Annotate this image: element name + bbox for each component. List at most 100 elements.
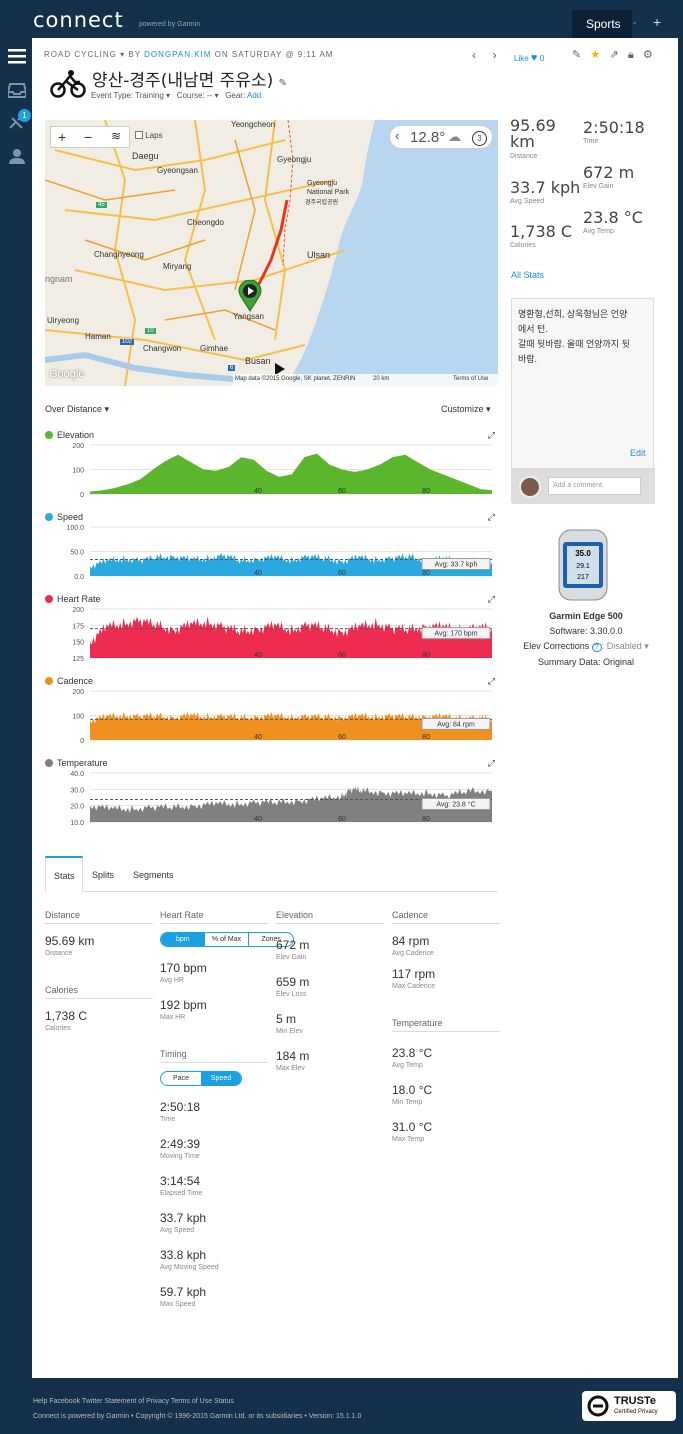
comment-input[interactable]: Add a comment.: [548, 477, 641, 495]
add-button[interactable]: +: [653, 14, 662, 30]
chart-plot[interactable]: 200 175 150 125 40 60 80 Avg: 170 bpm: [40, 606, 495, 670]
map-label: Gyeongju: [277, 155, 312, 164]
tab-splits[interactable]: Splits: [92, 870, 115, 880]
truste-badge[interactable]: TRUSTe Certified Privacy: [582, 1391, 676, 1421]
summary-temp-value: 23.8 °C: [583, 208, 643, 227]
main-panel: ROAD CYCLING ▾ BY DONGPAN.KIM ON SATURDA…: [32, 38, 678, 1378]
course-select[interactable]: Course: -- ▾: [176, 91, 219, 100]
connect-logo[interactable]: connect: [33, 8, 124, 32]
elev-corrections-select[interactable]: : Disabled ▾: [601, 641, 649, 651]
stat-label: Time: [160, 1116, 176, 1123]
expand-chart-icon[interactable]: ⤢: [487, 758, 495, 768]
y-tick-label: 100: [72, 468, 84, 475]
all-stats-link[interactable]: All Stats: [511, 270, 545, 280]
weather-widget[interactable]: ‹ 12.8° ☁ 3: [389, 125, 493, 149]
summary-distance-label: Distance: [510, 153, 538, 160]
customize-select[interactable]: Customize ▾: [441, 404, 491, 414]
profile-icon[interactable]: [8, 148, 26, 164]
speed-option[interactable]: Speed: [201, 1072, 241, 1085]
footer-links[interactable]: Help Facebook Twitter Statement of Priva…: [33, 1398, 234, 1405]
event-type-select[interactable]: Event Type: Training ▾: [91, 91, 171, 100]
stat-value: 33.7 kph: [160, 1211, 207, 1225]
sports-dropdown-toggle[interactable]: -: [633, 18, 637, 29]
weather-cloud-icon: ☁: [448, 129, 461, 144]
zoom-in-icon[interactable]: +: [58, 129, 67, 145]
play-icon[interactable]: [272, 362, 286, 376]
route-map[interactable]: + − ≋ Laps ‹ 12.8° ☁ 3 Yeongcheon Daegu …: [45, 120, 498, 386]
x-tick-label: 80: [422, 488, 430, 495]
settings-gear-icon[interactable]: ⚙: [642, 49, 653, 61]
laps-toggle[interactable]: Laps: [135, 131, 163, 140]
map-label: Yeongcheon: [231, 120, 276, 129]
chart-plot[interactable]: 100.0 50.0 0.0 40 60 80 Avg: 33.7 kph: [40, 524, 495, 588]
favorite-star-icon[interactable]: ★: [590, 49, 601, 61]
hr-percent-option[interactable]: % of Max: [205, 933, 250, 946]
stat-label: Max Speed: [160, 1301, 196, 1308]
help-icon[interactable]: ?: [591, 643, 602, 652]
expand-chart-icon[interactable]: ⤢: [487, 676, 495, 686]
road-shield: 102: [120, 339, 135, 345]
stat-value: 18.0 °C: [392, 1083, 433, 1097]
hr-zones-option[interactable]: Zones: [261, 936, 281, 943]
stat-value: 192 bpm: [160, 998, 207, 1012]
chart-title: Speed: [45, 512, 83, 522]
map-terms-link[interactable]: Terms of Use: [453, 376, 489, 382]
stats-col-distance: Distance 95.69 km Distance Calories 1,73…: [45, 910, 153, 1032]
edit-icon[interactable]: ✎: [572, 49, 582, 61]
privacy-lock-icon[interactable]: 🔒︎: [627, 49, 634, 61]
stat-value: 672 m: [276, 938, 310, 952]
zoom-out-icon[interactable]: −: [84, 129, 93, 145]
tab-stats[interactable]: Stats: [45, 856, 83, 893]
edit-pencil-icon[interactable]: ✎: [278, 78, 287, 89]
map-attribution: Map data ©2015 Google, SK planet, ZENRIN…: [233, 374, 498, 386]
activity-tools: ✎ ★ ⇗ 🔒︎ ⚙: [572, 48, 653, 62]
summary-temp-label: Avg Temp: [583, 228, 614, 235]
top-bar: connect powered by Garmin Sports - +: [0, 0, 683, 38]
inbox-icon[interactable]: [8, 82, 26, 98]
next-activity-icon[interactable]: ›: [492, 48, 497, 62]
expand-chart-icon[interactable]: ⤢: [487, 594, 495, 604]
layers-icon[interactable]: ≋: [111, 129, 122, 143]
start-marker-icon[interactable]: [238, 280, 262, 312]
map-label: Cheongdo: [187, 218, 224, 227]
temperature-heading: Temperature: [392, 1018, 500, 1032]
stat-value: 23.8 °C: [392, 1046, 433, 1060]
stat-value: 1,738 C: [45, 1009, 88, 1023]
device-screen-text: 29.1: [576, 563, 590, 570]
truste-sub: Certified Privacy: [614, 1409, 658, 1415]
chart-plot[interactable]: 200 100 0 40 60 80: [40, 442, 495, 506]
laps-checkbox[interactable]: [135, 131, 143, 139]
summary-speed-value: 33.7 kph: [510, 178, 581, 197]
hr-bpm-option[interactable]: bpm: [161, 933, 205, 946]
map-label: Haman: [85, 332, 111, 341]
share-icon[interactable]: ⇗: [609, 49, 619, 61]
series-area: [90, 553, 492, 576]
stats-col-cadence: Cadence 84 rpm Avg Cadence 117 rpm Max Cade…: [392, 910, 500, 1143]
x-tick-label: 80: [422, 570, 430, 577]
collapse-chevron-icon[interactable]: ‹: [395, 128, 400, 143]
like-button[interactable]: Like ♥ 0: [514, 52, 545, 64]
map-label: 경주국립공원: [305, 200, 339, 206]
average-label: Avg: 170 bpm: [434, 631, 477, 638]
pace-option[interactable]: Pace: [173, 1075, 189, 1082]
activity-type[interactable]: ROAD CYCLING: [44, 50, 117, 59]
stats-tabs: Stats Splits Segments: [45, 856, 498, 893]
y-tick-label: 20.0: [70, 804, 84, 811]
sports-menu-button[interactable]: Sports: [572, 10, 632, 38]
expand-chart-icon[interactable]: ⤢: [487, 512, 495, 522]
hr-unit-toggle: bpm % of Max Zones: [160, 932, 294, 947]
activity-title[interactable]: 양산-경주(내남면 주유소) ✎: [92, 71, 287, 91]
summary-elev-label: Elev Gain: [583, 183, 614, 190]
chart-plot[interactable]: 40.0 30.0 20.0 10.0 40 60 80 Avg: 23.8 °C: [40, 770, 495, 834]
chart-plot[interactable]: 200 100 0 40 60 80 Avg: 84 rpm: [40, 688, 495, 752]
tab-segments[interactable]: Segments: [133, 870, 174, 880]
author-link[interactable]: DONGPAN.KIM: [144, 50, 212, 59]
notes-edit-link[interactable]: Edit: [630, 448, 646, 458]
gear-add-link[interactable]: Add: [246, 91, 262, 100]
map-label: Ulsan: [307, 250, 331, 260]
menu-icon[interactable]: [8, 48, 26, 64]
series-area: [90, 786, 492, 822]
prev-activity-icon[interactable]: ‹: [472, 48, 476, 62]
over-distance-select[interactable]: Over Distance ▾: [45, 404, 110, 414]
expand-chart-icon[interactable]: ⤢: [487, 430, 495, 440]
